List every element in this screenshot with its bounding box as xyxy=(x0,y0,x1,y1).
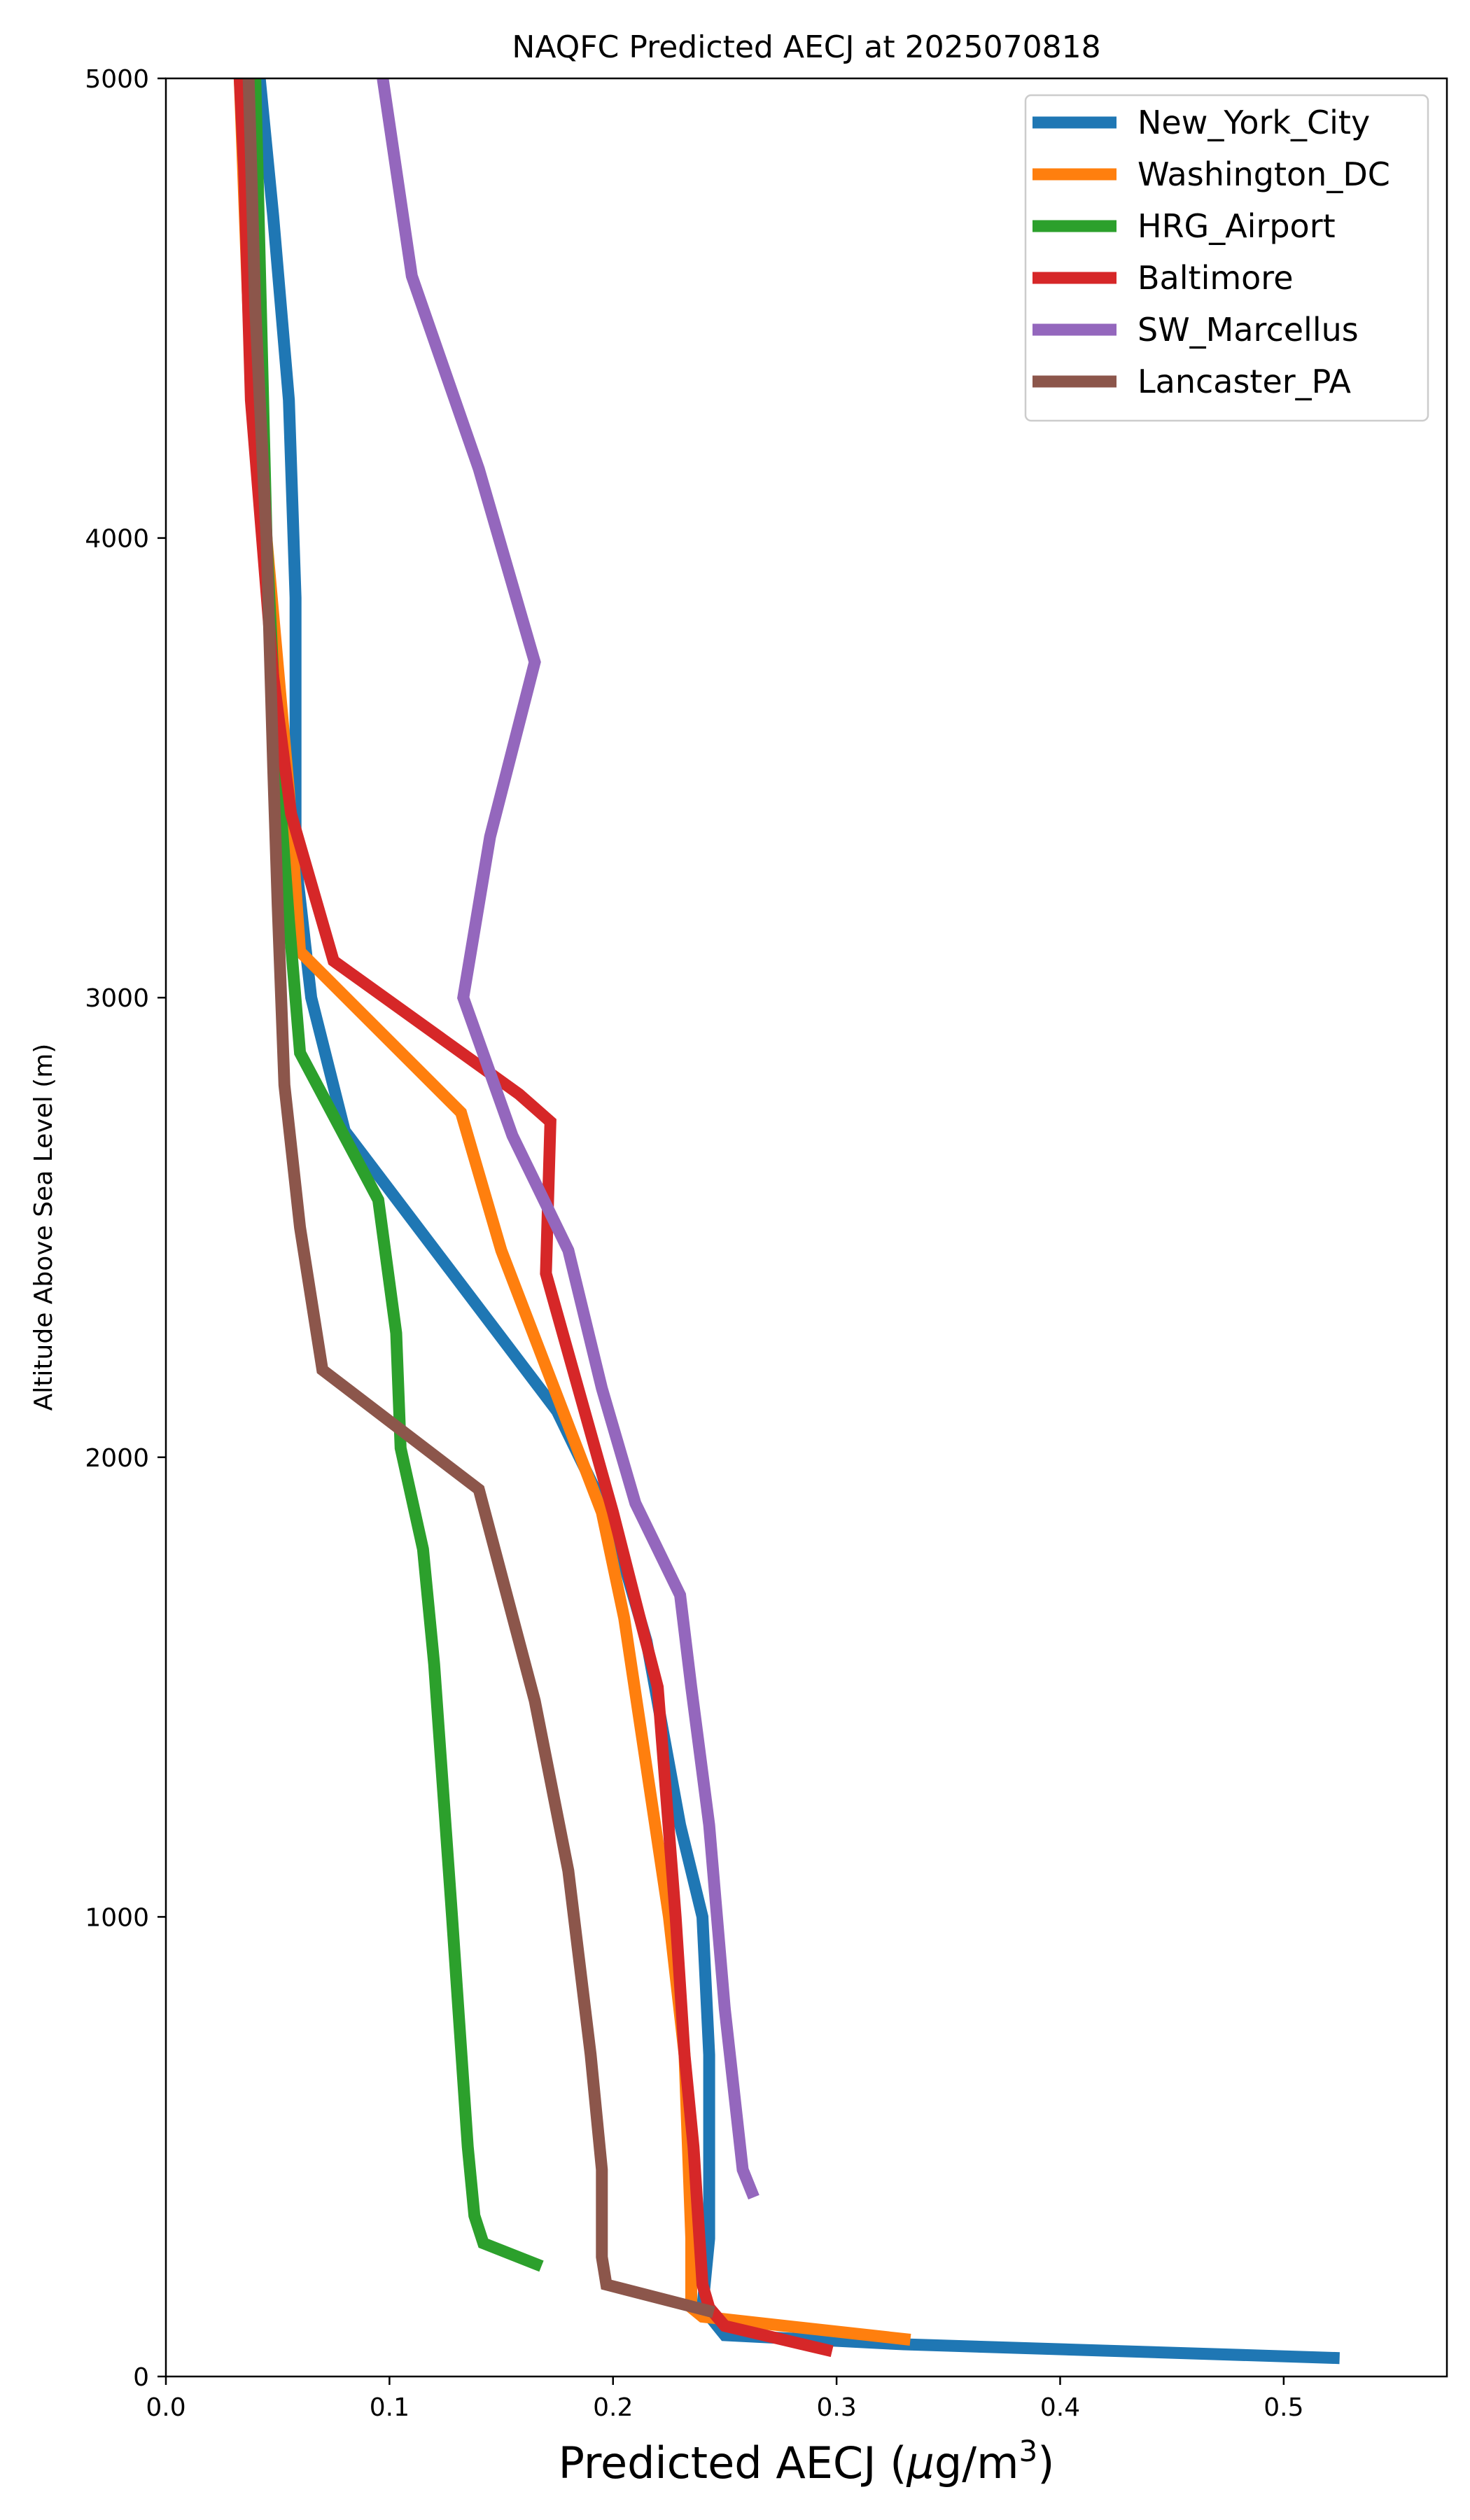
legend: New_York_City Washington_DC HRG_Airport Bal… xyxy=(1024,94,1429,422)
chart-title: NAQFC Predicted AECJ at 2025070818 xyxy=(512,29,1100,65)
legend-label-lancaster-pa: Lancaster_PA xyxy=(1138,363,1351,400)
x-tick-label: 0.0 xyxy=(146,2393,186,2422)
y-tick-label: 5000 xyxy=(85,65,149,94)
series-layer xyxy=(233,78,1340,2365)
x-tick-label: 0.2 xyxy=(593,2393,633,2422)
x-tick-label: 0.3 xyxy=(816,2393,856,2422)
legend-items: New_York_City Washington_DC HRG_Airport Bal… xyxy=(1032,104,1390,400)
x-axis-label-close: ) xyxy=(1037,2437,1054,2488)
plot-frame xyxy=(164,77,1448,2378)
series-line-sw-marcellus xyxy=(377,78,760,2200)
x-axis-label-unit: g/m xyxy=(934,2437,1019,2488)
y-axis-ticks: 0 1000 2000 3000 4000 5000 xyxy=(85,65,166,2392)
x-tick-label: 0.4 xyxy=(1040,2393,1080,2422)
x-tick-label: 0.5 xyxy=(1264,2393,1303,2422)
legend-label-hrg-airport: HRG_Airport xyxy=(1138,207,1336,245)
y-tick-label: 3000 xyxy=(85,984,149,1013)
plot-area xyxy=(164,77,1448,2378)
plot-background xyxy=(166,78,1447,2376)
series-line-hrg-airport xyxy=(249,78,544,2272)
legend-label-baltimore: Baltimore xyxy=(1138,259,1294,297)
y-tick-label: 4000 xyxy=(85,525,149,554)
y-tick-label: 2000 xyxy=(85,1444,149,1473)
y-tick-label: 1000 xyxy=(85,1903,149,1932)
legend-label-washington-dc: Washington_DC xyxy=(1138,155,1390,193)
x-axis-label: Predicted AECJ (μg/m3) xyxy=(559,2434,1055,2488)
x-axis-label-main: Predicted AECJ ( xyxy=(559,2437,907,2488)
y-axis-label: Altitude Above Sea Level (m) xyxy=(29,1044,58,1411)
legend-label-new-york-city: New_York_City xyxy=(1138,104,1370,141)
y-tick-label: 0 xyxy=(133,2363,149,2392)
legend-box xyxy=(1024,94,1429,422)
legend-label-sw-marcellus: SW_Marcellus xyxy=(1138,311,1359,349)
x-axis-label-mu: μ xyxy=(906,2437,934,2488)
x-axis-label-superscript: 3 xyxy=(1018,2434,1037,2468)
x-axis-ticks: 0.0 0.1 0.2 0.3 0.4 0.5 xyxy=(146,2376,1303,2422)
series-line-lancaster-pa xyxy=(242,78,715,2318)
x-tick-label: 0.1 xyxy=(370,2393,410,2422)
